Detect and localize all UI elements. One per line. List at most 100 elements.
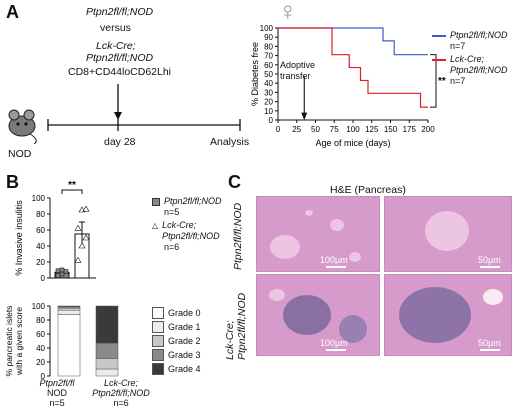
grade-legend-2: Grade 2 [152,334,201,348]
stack-seg-0-4 [57,305,81,307]
survival-y-tick-label: 30 [264,88,273,97]
inv-point [59,271,65,277]
inv-point [55,273,61,278]
inv-y-tick-label: 100 [32,194,46,203]
genotype-ko-line2: Ptpn2fl/fl;NOD [86,52,154,64]
stack-y-tick-label: 0 [41,372,46,381]
legend-item-ko: Lck-Cre; Ptpn2fl/fl;NOD [432,54,520,76]
survival-x-tick-label: 0 [276,125,281,134]
stack-y-tick-label: 100 [32,302,46,311]
survival-y-label: % Diabetes free [250,42,260,106]
survival-x-tick-label: 200 [421,125,435,134]
stack-seg-1-3 [95,342,119,359]
stack-y-tick-label: 20 [36,358,45,367]
adoptive-transfer-label: Adoptive transfer [280,60,315,82]
survival-y-tick-label: 70 [264,52,273,61]
versus-label: versus [100,22,131,34]
row1-label: Ptpn2fl/fl;NOD [232,202,244,270]
stack-seg-0-2 [57,307,81,311]
survival-line-1 [278,27,428,108]
stack-y-tick-label: 40 [36,344,45,353]
triangle-icon: △ [152,221,159,230]
survival-y-tick-label: 40 [264,79,273,88]
stack-seg-0-0 [57,314,81,377]
grade-legend: Grade 0 Grade 1 Grade 2 Grade 3 Grade 4 [152,306,201,376]
survival-sig-bracket [430,54,437,108]
day-label: day 28 [104,136,136,148]
inv-point [82,234,90,241]
survival-y-tick-label: 80 [264,42,273,51]
survival-x-tick-label: 150 [384,125,398,134]
inv-point [74,256,82,263]
legend-item-control: Ptpn2fl/fl;NOD [432,30,520,41]
analysis-label: Analysis [210,136,250,148]
grade-legend-3: Grade 3 [152,348,201,362]
inv-point [55,268,61,274]
genotype-control: Ptpn2fl/fl;NOD [86,6,153,18]
survival-y-tick-label: 0 [269,116,274,125]
inv-y-label: % Invasive insulitis [14,200,24,276]
invasive-legend: Ptpn2fl/fl;NOD n=5 △ Lck-Cre; Ptpn2fl/fl… [152,196,234,253]
inv-y-tick-label: 20 [36,258,45,267]
survival-y-tick-label: 50 [264,70,273,79]
scale-label-50-row2: 50µm [478,338,501,348]
adoptive-line2: transfer [280,71,311,81]
inv-point [59,267,65,273]
inv-point [74,224,82,231]
injection-arrowhead [114,112,122,120]
stack-y-tick-label: 60 [36,330,45,339]
stack-seg-1-4 [95,305,119,344]
grade-legend-1: Grade 1 [152,320,201,334]
panel-a-letter: A [6,2,19,22]
survival-line-0 [278,27,428,56]
inv-legend-ko-name: Lck-Cre; Ptpn2fl/fl;NOD [162,220,220,241]
scale-label-50-row1: 50µm [478,255,501,265]
survival-x-tick-label: 50 [311,125,320,134]
survival-x-tick-label: 125 [365,125,379,134]
genotype-ko-line1: Lck-Cre; [96,40,136,52]
row2-label: Lck-Cre; Ptpn2fl/fl;NOD [224,292,248,360]
survival-x-tick-label: 75 [330,125,339,134]
survival-y-tick-label: 20 [264,98,273,107]
scale-label-100-row2: 100µm [320,338,348,348]
legend-control-name: Ptpn2fl/fl;NOD [450,30,508,40]
scale-bar-100-row2 [326,349,346,351]
stack-seg-1-2 [95,358,119,370]
mouse-icon [8,109,37,145]
inv-y-tick-label: 60 [36,226,45,235]
panel-c-letter: C [228,172,241,192]
panel-b-letter: B [6,172,19,192]
stack-xlabel-control: Ptpn2fl/fl NOD n=5 [39,378,75,408]
histology-title: H&E (Pancreas) [330,184,406,196]
survival-x-tick-label: 25 [292,125,301,134]
inv-legend-control-name: Ptpn2fl/fl;NOD [164,196,222,206]
female-icon: ♀ [278,0,298,26]
legend-swatch-blue [432,34,446,37]
stack-seg-1-1 [95,368,119,377]
survival-sig-stars: ** [438,76,446,87]
survival-legend: Ptpn2fl/fl;NOD n=7 Lck-Cre; Ptpn2fl/fl;N… [432,30,520,87]
survival-y-tick-label: 60 [264,61,273,70]
mouse-label: NOD [8,148,32,160]
stack-xlabel-ko: Lck-Cre; Ptpn2fl/fl;NOD n=6 [92,378,150,408]
inv-point [78,242,86,249]
grade-legend-4: Grade 4 [152,362,201,376]
scale-bar-50-row1 [480,266,500,268]
he-image-ctrl-high [384,196,512,272]
scale-bar-100-row1 [326,266,346,268]
scale-label-100-row1: 100µm [320,255,348,265]
legend-ko-name: Lck-Cre; Ptpn2fl/fl;NOD [450,54,508,75]
survival-y-tick-label: 100 [260,24,274,33]
inv-y-tick-label: 40 [36,242,45,251]
legend-ko-n: n=7 [450,76,466,86]
stack-y-label-1: % pancreatic islets [4,306,14,377]
inv-y-tick-label: 0 [41,274,46,283]
survival-x-tick-label: 100 [346,125,360,134]
genotype-control-text: Ptpn2fl/fl;NOD [86,6,154,18]
legend-control-n: n=7 [450,41,466,51]
stack-y-tick-label: 80 [36,316,45,325]
adoptive-line1: Adoptive [280,60,316,70]
inv-sig-bracket [61,189,83,194]
inv-legend-ko-n: n=6 [164,242,180,252]
